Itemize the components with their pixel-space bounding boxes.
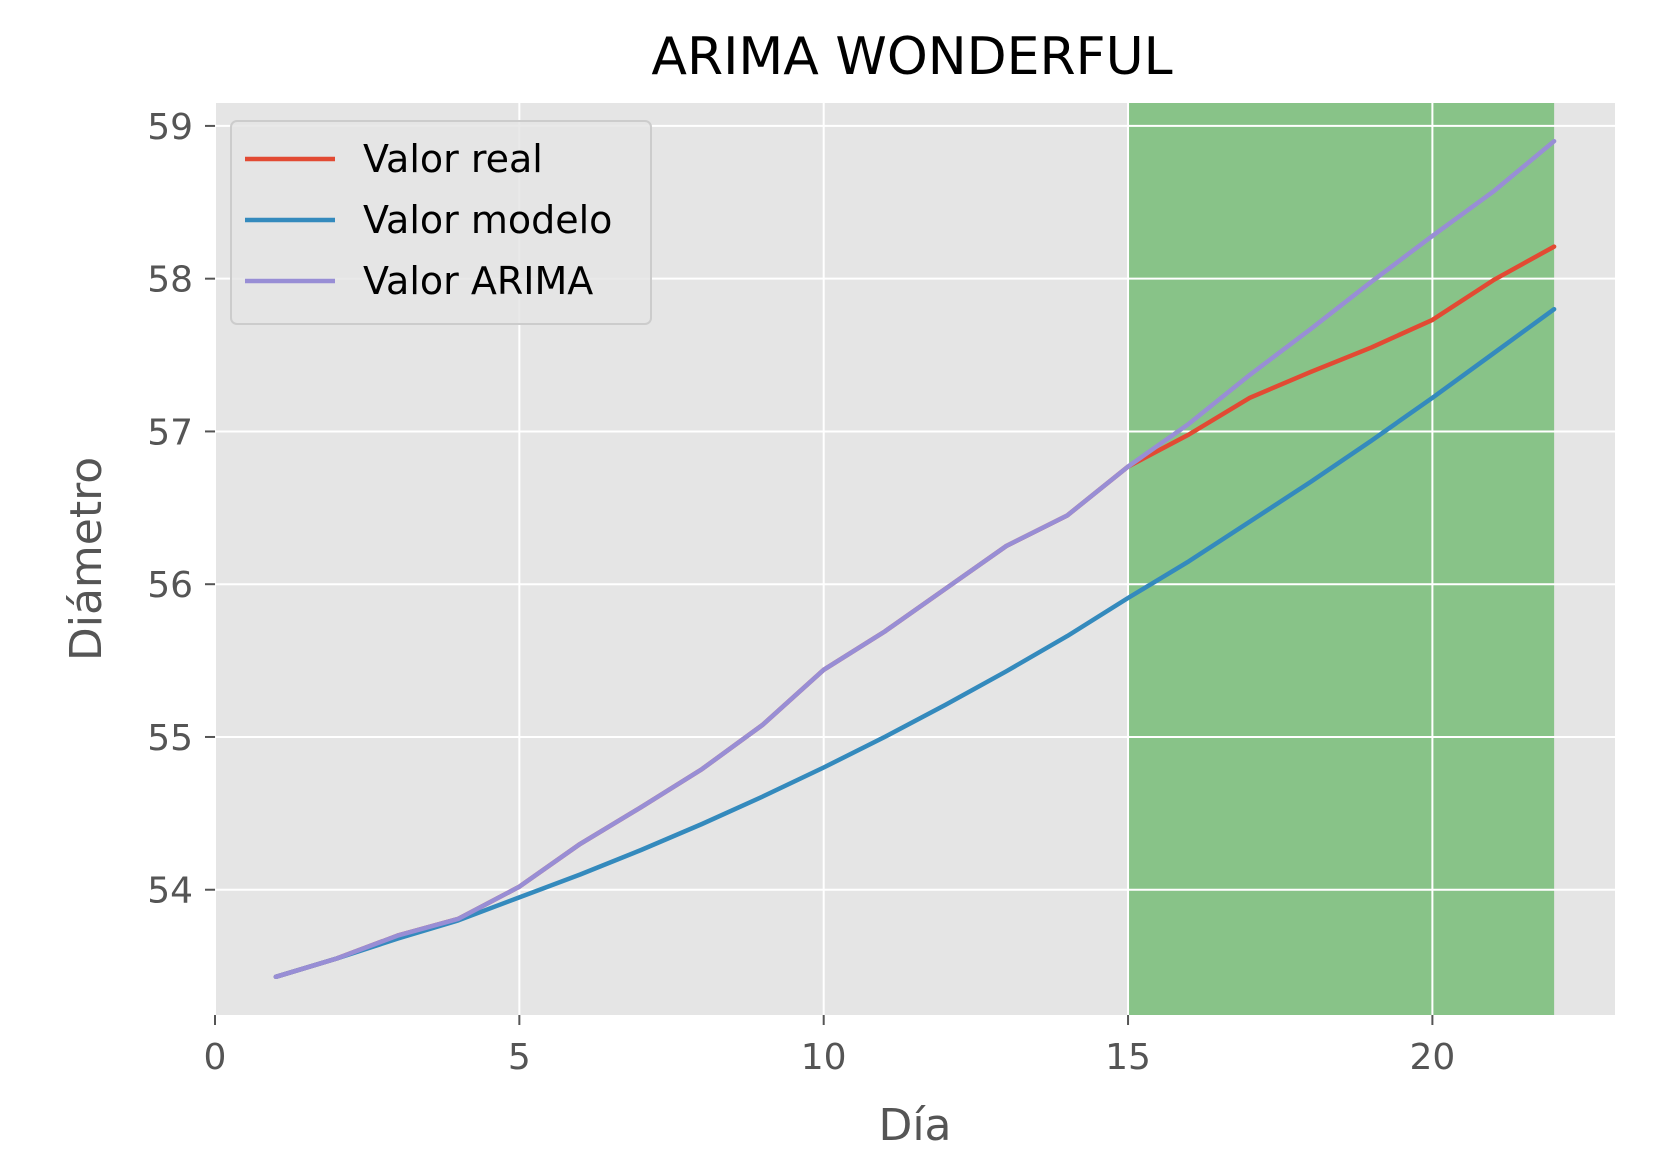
x-tick-label: 15 xyxy=(1105,1037,1151,1078)
y-tick-label: 57 xyxy=(147,412,193,453)
legend-label-1: Valor real xyxy=(363,137,543,181)
x-tick-label: 0 xyxy=(204,1037,227,1078)
x-tick-label: 10 xyxy=(801,1037,847,1078)
x-axis-label: Día xyxy=(878,1100,951,1151)
legend-box xyxy=(230,120,652,325)
series-layer xyxy=(273,138,1557,980)
y-tick-label: 59 xyxy=(147,107,193,148)
legend-label-2: Valor modelo xyxy=(363,198,612,242)
highlight-region-layer xyxy=(1128,103,1555,1015)
tick-layer: 0 5 10 15 20 54 55 56 57 58 59 xyxy=(147,107,1455,1078)
series-line-2 xyxy=(273,306,1557,980)
y-axis-label: Diámetro xyxy=(61,457,112,661)
y-tick-label: 55 xyxy=(147,718,193,759)
legend-label-3: Valor ARIMA xyxy=(363,259,593,303)
x-tick-label: 5 xyxy=(508,1037,531,1078)
x-tick-label: 20 xyxy=(1409,1037,1455,1078)
series-line-3 xyxy=(273,138,1557,980)
legend: Valor real Valor modelo Valor ARIMA xyxy=(230,120,652,325)
y-tick-label: 54 xyxy=(147,871,193,912)
y-tick-label: 56 xyxy=(147,565,193,606)
highlight-region xyxy=(1128,103,1555,1015)
chart-title: ARIMA WONDERFUL xyxy=(651,27,1172,87)
y-tick-label: 58 xyxy=(147,260,193,301)
